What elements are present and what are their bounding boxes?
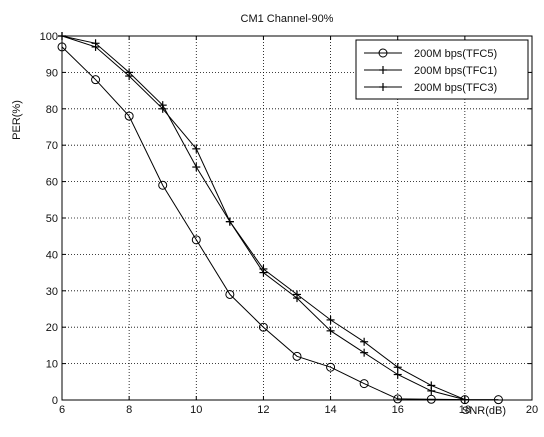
data-point: [326, 326, 335, 335]
series-line: [61, 46, 499, 401]
y-tick-label: 50: [46, 213, 58, 225]
grid: [62, 36, 532, 400]
data-point: [124, 111, 134, 121]
data-point: [359, 379, 369, 389]
data-point: [293, 290, 301, 299]
legend-item: 200M bps(TFC5): [364, 48, 497, 60]
legend-label: 200M bps(TFC5): [414, 48, 497, 60]
y-tick-label: 60: [46, 177, 58, 189]
data-point: [360, 348, 369, 357]
y-tick-label: 30: [46, 286, 58, 298]
x-tick-label: 14: [324, 404, 336, 416]
data-point: [191, 235, 201, 245]
data-point: [393, 370, 402, 379]
y-axis-title: PER(%): [11, 100, 23, 140]
legend-marker: [379, 66, 387, 74]
y-tick-label: 70: [46, 140, 58, 152]
data-point: [91, 42, 100, 51]
x-axis-title: SNR(dB): [462, 405, 506, 417]
chart-title: CM1 Channel-90%: [241, 13, 334, 25]
y-tick-label: 80: [46, 104, 58, 116]
data-point: [326, 362, 336, 372]
x-tick-label: 16: [392, 404, 404, 416]
series-3: [58, 32, 469, 404]
y-tick-label: 40: [46, 249, 58, 261]
data-point: [57, 42, 67, 52]
data-point: [493, 395, 503, 405]
data-point: [225, 289, 235, 299]
data-point: [292, 351, 302, 361]
tick-labels: 6 8 10 12 14 16 18 20 0 10 20 30 40 50 60 70 80 90 100: [40, 31, 538, 416]
data-point: [158, 180, 168, 190]
x-tick-label: 18: [459, 404, 471, 416]
legend-label: 200M bps(TFC3): [414, 82, 497, 94]
legend-label: 200M bps(TFC1): [414, 65, 497, 77]
data-point: [326, 315, 335, 324]
data-point: [426, 394, 436, 404]
x-tick-label: 6: [59, 404, 65, 416]
legend-marker: [378, 48, 388, 58]
y-tick-label: 0: [52, 395, 58, 407]
series-layer: [57, 32, 503, 405]
data-point: [58, 32, 66, 40]
y-tick-label: 100: [40, 31, 58, 43]
y-tick-label: 90: [46, 67, 58, 79]
x-tick-label: 8: [126, 404, 132, 416]
data-point: [258, 322, 268, 332]
legend-item: 200M bps(TFC3): [364, 82, 497, 94]
x-tick-label: 10: [190, 404, 202, 416]
legend-item: 200M bps(TFC1): [364, 65, 497, 77]
y-tick-label: 20: [46, 322, 58, 334]
data-point: [125, 72, 134, 81]
data-point: [427, 381, 436, 390]
legend-marker: [379, 83, 387, 91]
y-tick-label: 10: [46, 359, 58, 371]
data-point: [91, 75, 101, 85]
data-point: [192, 163, 201, 172]
data-point: [393, 363, 402, 372]
legend: 200M bps(TFC5) 200M bps(TFC1) 200M bps(TFC…: [355, 39, 529, 100]
x-tick-label: 20: [526, 404, 538, 416]
data-point: [393, 394, 403, 404]
data-point: [158, 104, 167, 113]
data-point: [225, 217, 234, 226]
data-point: [192, 144, 201, 153]
data-point: [360, 337, 369, 346]
data-point: [460, 395, 469, 404]
x-tick-label: 12: [257, 404, 269, 416]
data-point: [259, 264, 268, 273]
